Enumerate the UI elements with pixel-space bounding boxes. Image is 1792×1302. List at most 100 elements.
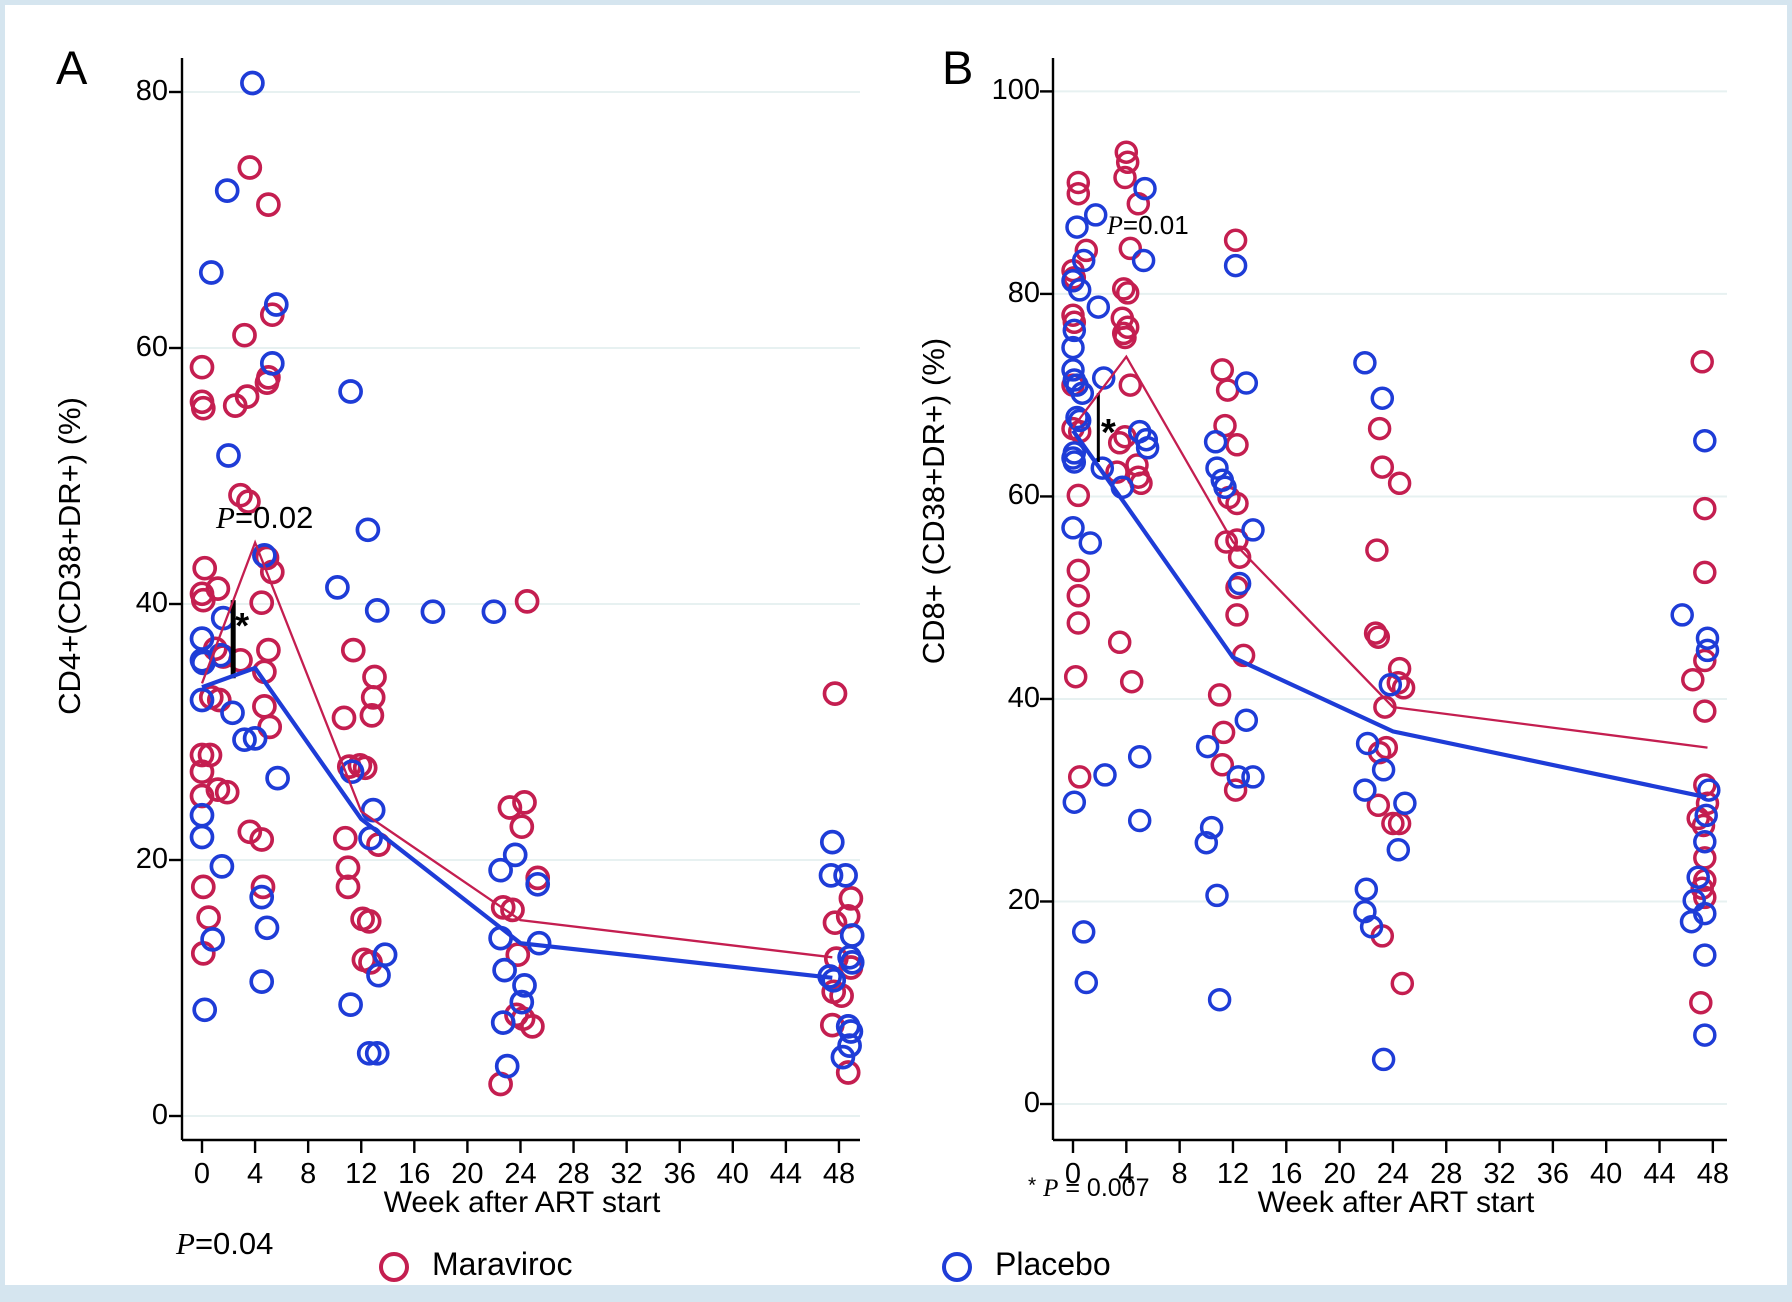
scatter-point-maraviroc xyxy=(190,874,216,900)
p-italic: P xyxy=(216,500,235,535)
scatter-point-placebo xyxy=(1223,253,1248,278)
scatter-point-placebo xyxy=(254,915,280,941)
scatter-point-placebo xyxy=(1093,763,1117,787)
scatter-point-placebo xyxy=(1205,456,1229,480)
scatter-point-placebo xyxy=(325,575,350,600)
panel-b-label: B xyxy=(942,41,974,94)
x-tick-label: 16 xyxy=(398,1158,431,1190)
scatter-point-placebo xyxy=(839,923,865,948)
scatter-point-maraviroc xyxy=(192,555,218,581)
panel-b-p-value-bottom: * P = 0.007 xyxy=(1028,1174,1149,1203)
scatter-point-placebo xyxy=(1353,778,1377,802)
scatter-point-maraviroc xyxy=(331,705,357,731)
scatter-point-maraviroc xyxy=(189,759,215,785)
scatter-point-maraviroc xyxy=(1391,676,1416,700)
scatter-point-placebo xyxy=(1134,427,1159,452)
legend-marker-placebo xyxy=(942,1252,972,1282)
scatter-point-placebo xyxy=(339,759,365,785)
x-tick-label: 36 xyxy=(663,1158,696,1190)
scatter-point-maraviroc xyxy=(1115,150,1140,175)
scatter-point-maraviroc xyxy=(1066,483,1091,508)
scatter-point-placebo xyxy=(249,969,275,994)
scatter-point-maraviroc xyxy=(252,694,277,719)
scatter-point-maraviroc xyxy=(1118,236,1143,261)
scatter-point-placebo xyxy=(1194,830,1219,855)
scatter-point-placebo xyxy=(1074,970,1099,995)
panel-b-x-axis-title: Week after ART start xyxy=(1257,1186,1535,1219)
scatter-point-placebo xyxy=(1378,673,1403,697)
scatter-point-placebo xyxy=(1135,436,1160,460)
scatter-point-placebo xyxy=(1070,381,1095,405)
scatter-point-maraviroc xyxy=(256,637,281,663)
x-tick-label: 24 xyxy=(504,1158,537,1190)
x-tick-label: 44 xyxy=(1643,1158,1676,1190)
p-value-text: =0.01 xyxy=(1122,210,1189,240)
x-tick-label: 28 xyxy=(1430,1158,1463,1190)
scatter-point-placebo xyxy=(216,443,241,468)
scatter-point-maraviroc xyxy=(1062,310,1087,335)
scatter-point-placebo xyxy=(190,650,216,676)
scatter-point-placebo xyxy=(1353,351,1377,375)
scatter-point-placebo xyxy=(494,1053,520,1079)
scatter-point-maraviroc xyxy=(1693,560,1717,585)
scatter-point-maraviroc xyxy=(1105,460,1129,484)
scatter-point-placebo xyxy=(1694,803,1718,828)
scatter-point-placebo xyxy=(1067,408,1092,433)
scatter-point-placebo xyxy=(525,871,551,897)
scatter-point-maraviroc xyxy=(1107,630,1132,655)
scatter-point-maraviroc xyxy=(505,942,531,968)
x-tick-label: 20 xyxy=(451,1158,484,1190)
scatter-point-maraviroc xyxy=(335,874,361,900)
y-tick-label: 0 xyxy=(1023,1087,1040,1119)
scatter-point-placebo xyxy=(1693,428,1717,453)
scatter-point-maraviroc xyxy=(822,910,848,936)
panel-b-significance-star: * xyxy=(1100,411,1116,454)
scatter-point-placebo xyxy=(1695,638,1720,663)
y-tick-label: 40 xyxy=(135,587,168,619)
x-tick-label: 28 xyxy=(557,1158,590,1190)
scatter-point-placebo xyxy=(1071,920,1096,944)
legend-label-placebo: Placebo xyxy=(995,1246,1111,1282)
x-tick-label: 8 xyxy=(300,1158,317,1190)
scatter-point-placebo xyxy=(502,842,528,868)
scatter-point-maraviroc xyxy=(1115,281,1140,305)
scatter-point-maraviroc xyxy=(500,897,525,923)
scatter-point-placebo xyxy=(200,927,225,952)
scatter-point-placebo xyxy=(1199,815,1224,840)
scatter-point-maraviroc xyxy=(1225,433,1249,457)
scatter-point-placebo xyxy=(1370,386,1395,410)
panel-a-label: A xyxy=(56,41,88,94)
asterisk: * xyxy=(1028,1174,1037,1197)
scatter-point-placebo xyxy=(1355,731,1380,756)
scatter-point-maraviroc xyxy=(360,685,386,710)
scatter-point-maraviroc xyxy=(835,1060,861,1085)
scatter-point-placebo xyxy=(1061,358,1085,382)
scatter-point-maraviroc xyxy=(249,827,275,852)
scatter-point-placebo xyxy=(1234,708,1259,732)
scatter-point-maraviroc xyxy=(1693,885,1717,910)
p-value-text: = 0.007 xyxy=(1058,1174,1150,1202)
x-tick-label: 4 xyxy=(247,1158,264,1190)
scatter-point-maraviroc xyxy=(1225,603,1249,627)
scatter-point-placebo xyxy=(1226,765,1251,789)
p-italic: P xyxy=(1043,1175,1059,1202)
scatter-point-maraviroc xyxy=(359,703,385,728)
x-tick-label: 32 xyxy=(610,1158,643,1190)
scatter-point-placebo xyxy=(1227,571,1252,596)
scatter-point-placebo xyxy=(214,178,240,203)
scatter-point-maraviroc xyxy=(356,909,382,934)
scatter-point-placebo xyxy=(509,989,535,1015)
scatter-point-maraviroc xyxy=(1067,765,1092,789)
scatter-point-placebo xyxy=(249,884,275,910)
scatter-point-maraviroc xyxy=(222,393,248,418)
scatter-point-placebo xyxy=(1062,318,1087,343)
scatter-point-maraviroc xyxy=(1691,813,1716,838)
scatter-point-maraviroc xyxy=(1066,181,1091,206)
x-tick-label: 4 xyxy=(1118,1158,1135,1190)
scatter-point-maraviroc xyxy=(254,545,280,571)
scatter-point-placebo xyxy=(338,992,363,1017)
scatter-point-placebo xyxy=(356,1040,382,1066)
scatter-point-maraviroc xyxy=(1387,471,1412,496)
median-line-maraviroc xyxy=(200,539,833,959)
